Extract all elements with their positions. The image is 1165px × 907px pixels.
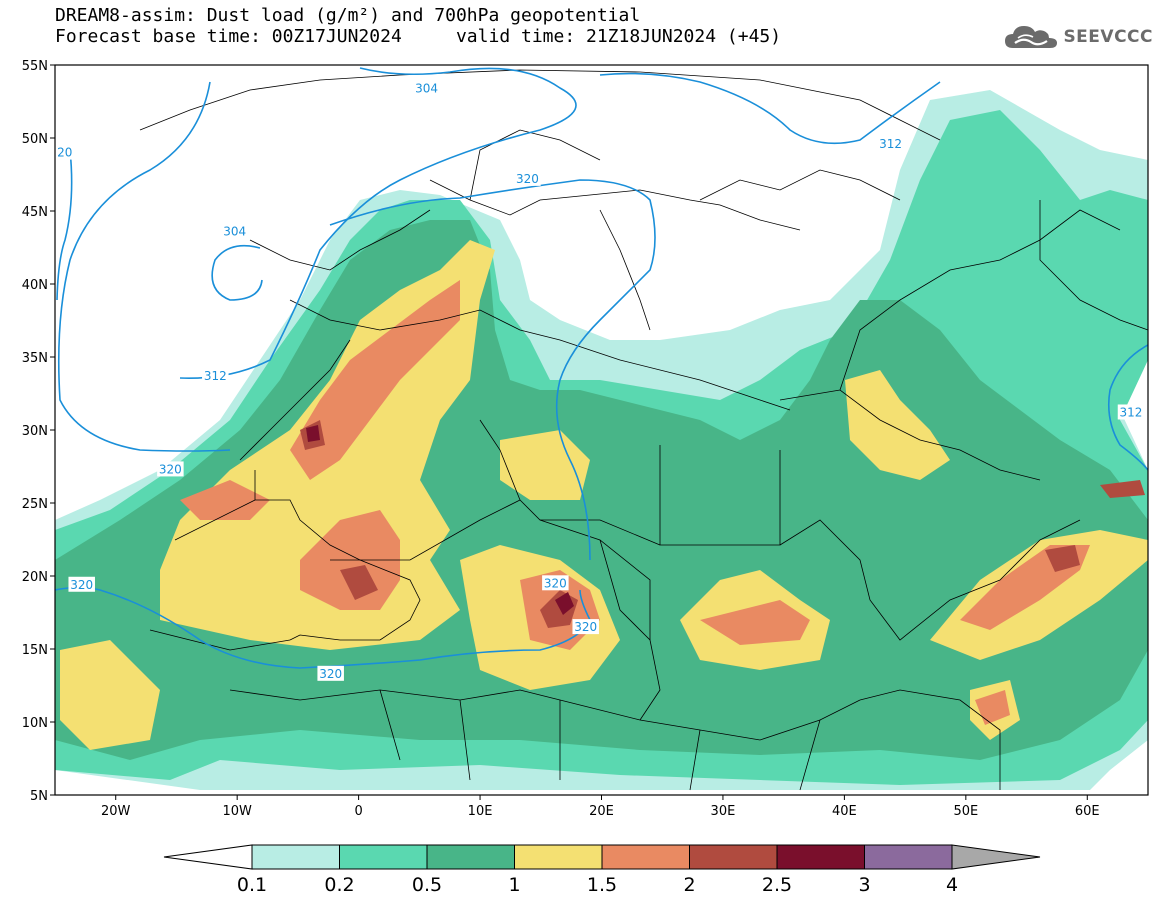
colorbar-level-label: 3 [858, 874, 870, 896]
dust-shading [55, 90, 1148, 790]
colorbar-swatch [339, 844, 428, 870]
seevccc-logo: SEEVCCC [1003, 22, 1153, 52]
dust-region-2.5 [306, 425, 320, 442]
lat-tick-label: 45N [22, 205, 48, 220]
contour-label-text: 304 [415, 81, 438, 95]
dust-region-1.5 [290, 280, 460, 480]
dust-region-2 [340, 565, 378, 600]
colorbar-swatch [426, 844, 515, 870]
cloud-icon [1005, 26, 1058, 48]
colorbar-swatch [864, 844, 953, 870]
contour-label-text: 320 [159, 462, 182, 476]
contour-label-text: 312 [204, 369, 227, 383]
colorbar-level-label: 0.1 [237, 874, 267, 896]
dust-region-1 [500, 430, 590, 500]
colorbar-level-label: 1 [508, 874, 520, 896]
map-plot-area: 304 304 312 320 20 312 320 312 320 320 320 320 [55, 65, 1148, 795]
contour-label: 320 [68, 576, 95, 592]
dust-region-1 [60, 640, 160, 750]
colorbar: 0.1 0.2 0.5 1 1.5 2 2.5 3 4 [163, 844, 1041, 896]
contour-label: 320 [572, 619, 599, 635]
contour-label-text: 320 [70, 578, 93, 592]
lon-tick-label: 40E [832, 804, 857, 819]
dust-region-2.5 [555, 592, 574, 615]
contour-label: 320 [317, 665, 344, 681]
lat-tick-label: 50N [22, 132, 48, 147]
colorbar-swatch [514, 844, 603, 870]
lat-tick-label: 55N [22, 59, 48, 74]
contour-label-text: 320 [574, 620, 597, 634]
dust-region-1.5 [700, 600, 810, 645]
contour-label-text: 320 [516, 172, 539, 186]
lon-tick-label: 0 [354, 804, 362, 819]
lat-tick-label: 5N [30, 789, 48, 804]
contour-label-text: 312 [1120, 405, 1143, 419]
lon-tick-label: 30E [711, 804, 736, 819]
colorbar-level-label: 0.2 [324, 874, 354, 896]
contour-label: 312 [1117, 404, 1145, 420]
dust-region-1.5 [180, 480, 270, 520]
logo-text: SEEVCCC [1063, 27, 1153, 47]
contour-label: 312 [202, 367, 229, 383]
contour-label: 320 [157, 461, 184, 477]
dust-region-2 [1045, 545, 1080, 572]
lon-tick-label: 20E [589, 804, 614, 819]
colorbar-level-label: 2 [683, 874, 695, 896]
colorbar-swatch [776, 844, 865, 870]
lon-tick-label: 50E [953, 804, 978, 819]
colorbar-swatch [601, 844, 690, 870]
dust-region-2 [1100, 480, 1145, 498]
lat-tick-label: 15N [22, 643, 48, 658]
contour-label: 20 [55, 144, 75, 160]
lon-tick-label: 10W [222, 804, 252, 819]
colorbar-level-label: 0.5 [412, 874, 442, 896]
lat-tick-label: 35N [22, 351, 48, 366]
contour-label: 312 [877, 135, 904, 151]
lat-tick-label: 25N [22, 497, 48, 512]
lat-tick-label: 10N [22, 716, 48, 731]
longitude-axis: 20W 10W 0 10E 20E 30E 40E 50E 60E [101, 795, 1100, 819]
contour-label-text: 20 [57, 146, 72, 160]
geopotential-contours [55, 67, 1148, 669]
contour-label: 304 [221, 223, 248, 239]
colorbar-level-label: 4 [946, 874, 958, 896]
dust-region-1 [845, 370, 950, 480]
map-title: DREAM8-assim: Dust load (g/m²) and 700hP… [55, 5, 641, 26]
lon-tick-label: 20W [101, 804, 131, 819]
contour-label-text: 304 [223, 224, 246, 238]
dust-region-1.5 [975, 690, 1010, 725]
colorbar-under-arrow [163, 844, 253, 870]
contour-label: 320 [542, 575, 569, 591]
contour-label-text: 320 [544, 576, 567, 590]
contour-label-text: 312 [879, 137, 902, 151]
contour-label: 304 [413, 80, 440, 96]
lat-tick-label: 20N [22, 570, 48, 585]
colorbar-level-label: 2.5 [762, 874, 792, 896]
contour-labels: 304 304 312 320 20 312 320 312 320 320 320 320 [55, 80, 1145, 681]
colorbar-level-label: 1.5 [587, 874, 617, 896]
forecast-time-line: Forecast base time: 00Z17JUN2024 valid t… [55, 26, 782, 47]
colorbar-swatch [251, 844, 340, 870]
lon-tick-label: 10E [468, 804, 493, 819]
lat-tick-label: 40N [22, 278, 48, 293]
contour-label-text: 320 [319, 667, 342, 681]
contour-label: 320 [514, 170, 541, 186]
colorbar-swatch [689, 844, 778, 870]
lon-tick-label: 60E [1075, 804, 1100, 819]
lat-tick-label: 30N [22, 424, 48, 439]
colorbar-over-arrow [951, 844, 1041, 870]
latitude-axis: 55N 50N 45N 40N 35N 30N 25N 20N 15N 10N 5N [22, 59, 55, 804]
